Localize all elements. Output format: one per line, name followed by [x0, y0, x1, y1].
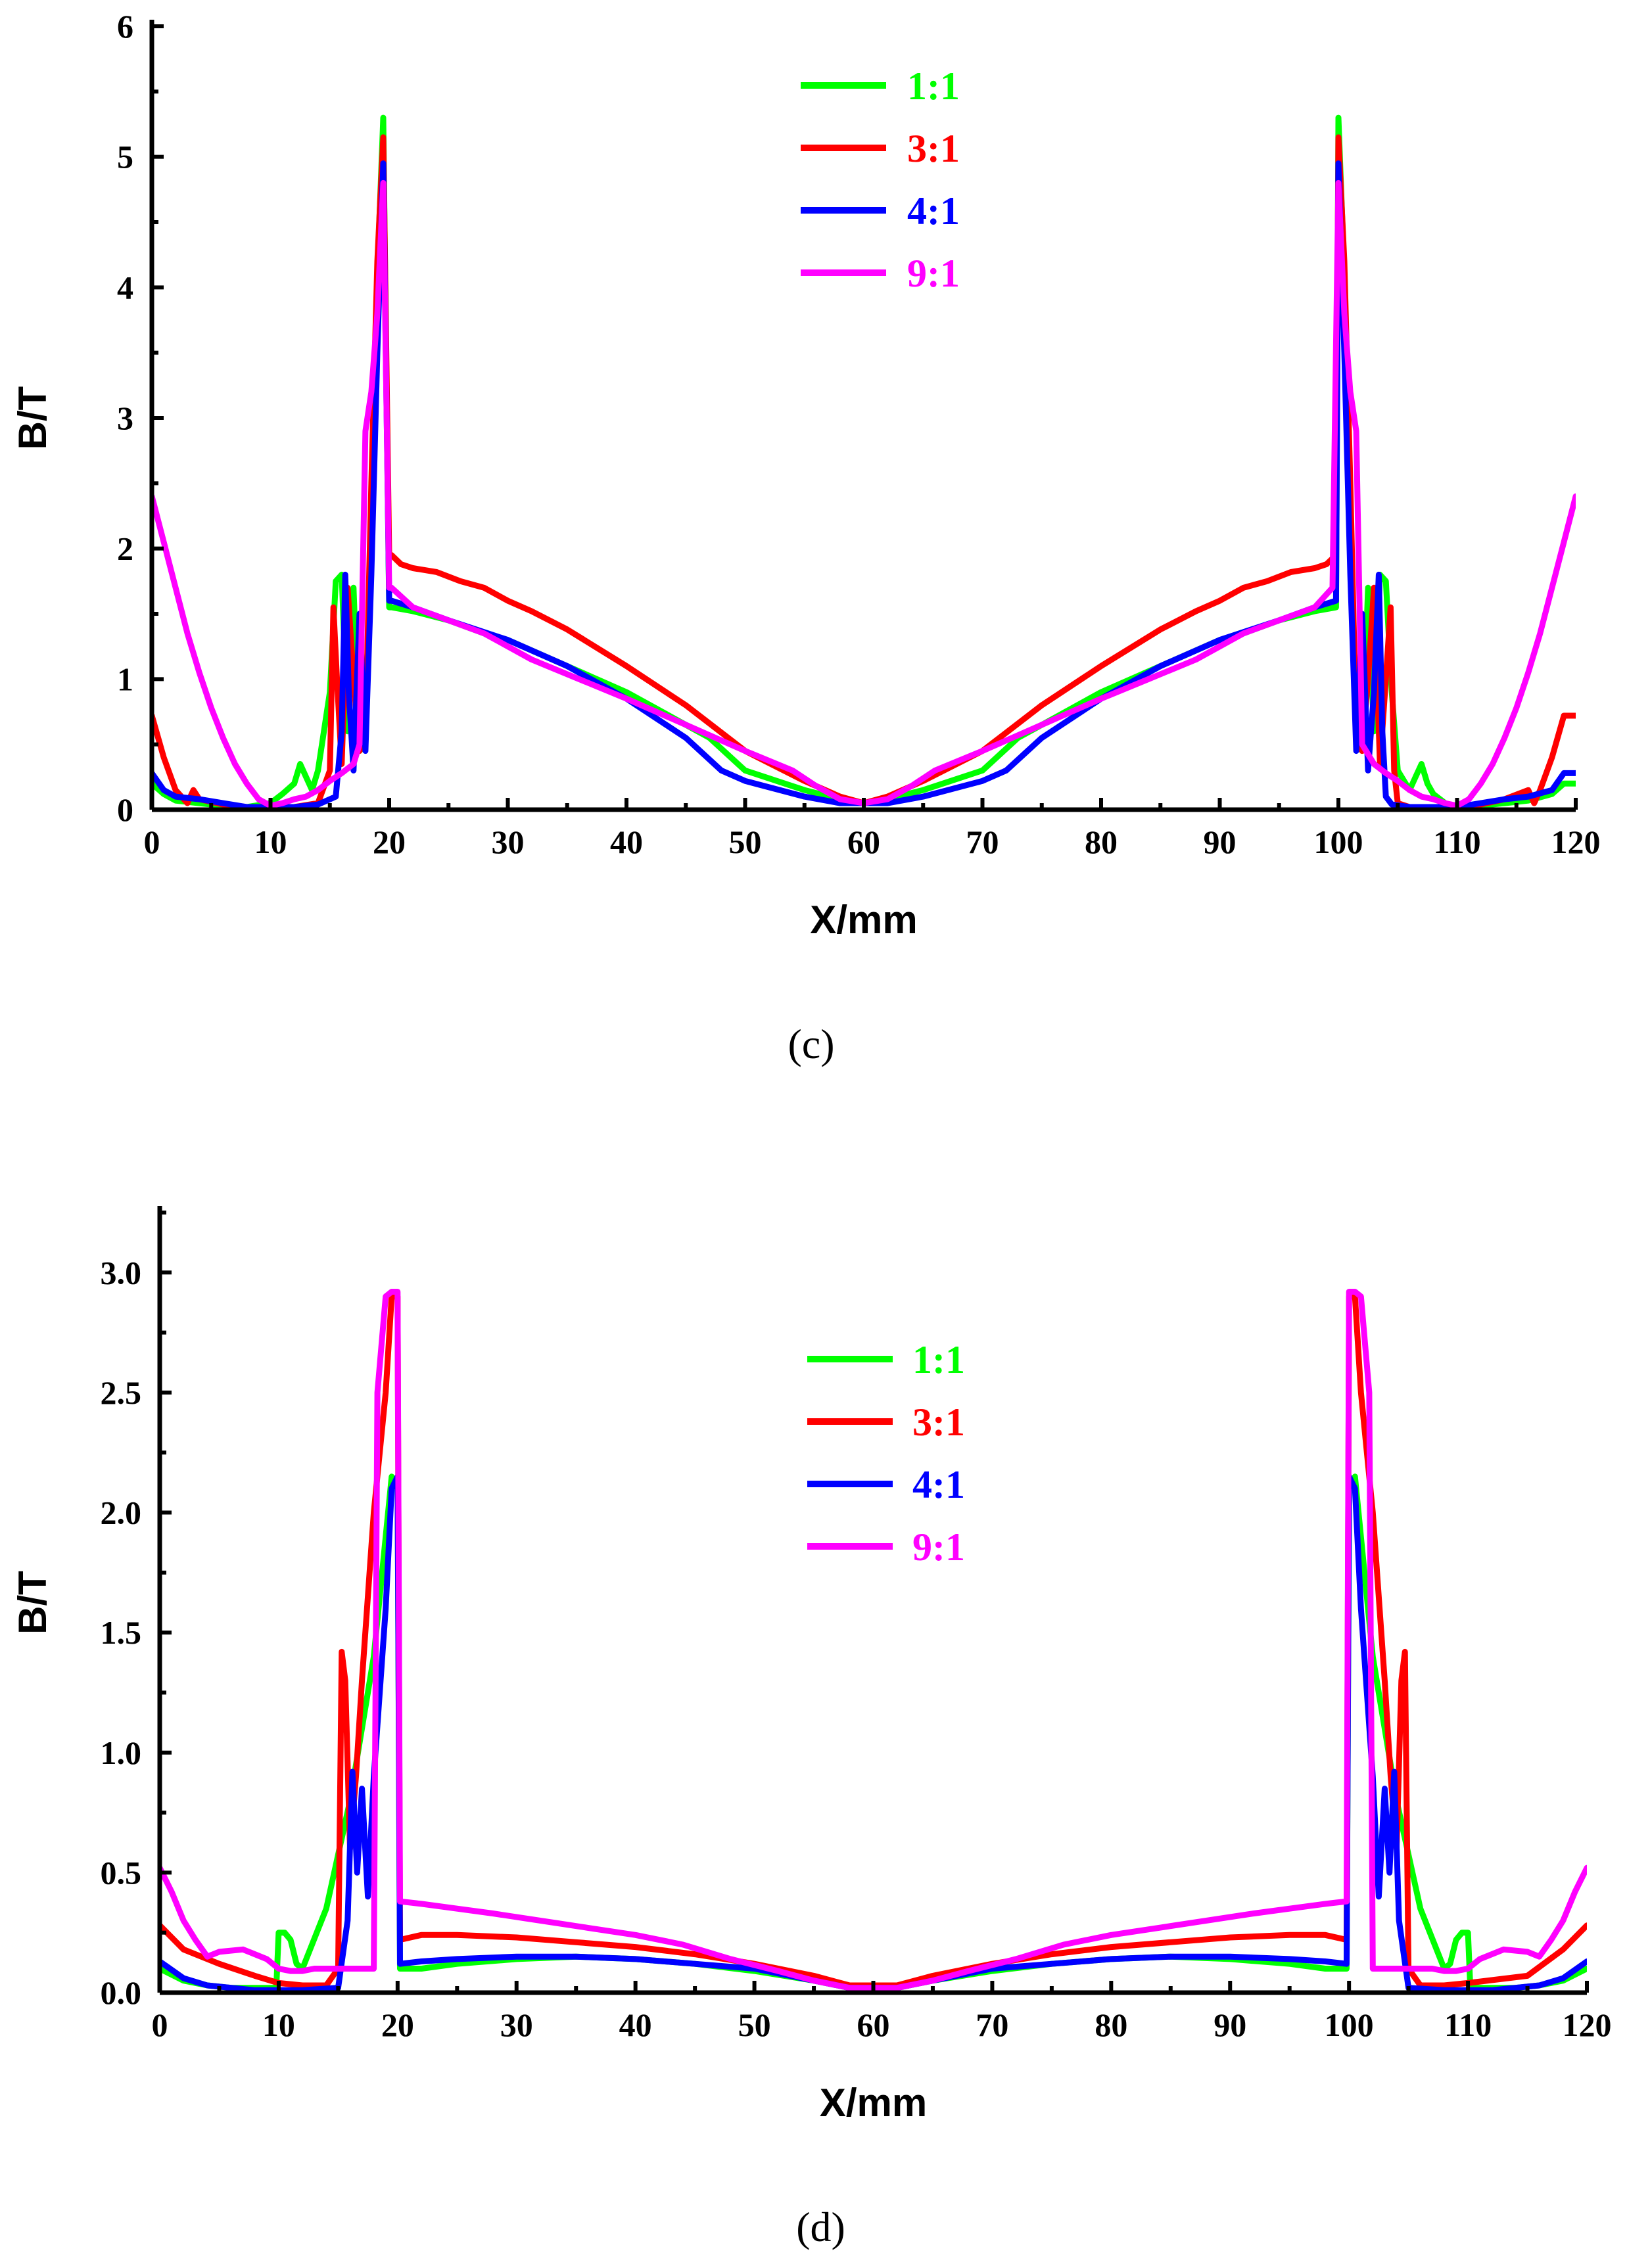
legend-label: 4:1	[912, 1463, 965, 1506]
x-tick-label: 120	[1563, 2006, 1612, 2043]
x-tick-label: 20	[381, 2006, 414, 2043]
y-tick-label: 6	[117, 8, 133, 45]
x-tick-label: 30	[492, 823, 525, 860]
legend-label: 1:1	[907, 64, 960, 108]
y-tick-label: 2.5	[101, 1374, 142, 1411]
x-axis-title: X/mm	[810, 898, 917, 942]
x-tick-label: 70	[976, 2006, 1008, 2043]
x-tick-label: 80	[1085, 823, 1118, 860]
legend-label: 4:1	[907, 189, 960, 233]
x-axis-title: X/mm	[820, 2081, 927, 2125]
legend-label: 1:1	[912, 1338, 965, 1381]
x-tick-label: 0	[152, 2006, 168, 2043]
x-tick-label: 50	[738, 2006, 771, 2043]
figure-caption: (c)	[788, 1021, 834, 1067]
y-tick-label: 2	[117, 530, 133, 567]
x-tick-label: 10	[254, 823, 287, 860]
panel-c: 0 10 20 30 40 50 60 70 80 90 100 110 120 0 1 2 3 4 5 6 B/T X/…	[11, 8, 1601, 1067]
x-tick-label: 100	[1325, 2006, 1374, 2043]
legend: 1:1 3:1 4:1 9:1	[801, 64, 960, 295]
y-tick-label: 3	[117, 400, 133, 436]
legend-label: 3:1	[907, 127, 960, 170]
y-tick-label: 4	[117, 269, 133, 306]
y-tick-label: 0.5	[101, 1854, 142, 1891]
legend-label: 9:1	[907, 252, 960, 295]
y-tick-label: 1.0	[101, 1734, 142, 1771]
y-tick-label: 0	[117, 791, 133, 828]
y-tick-label: 0.0	[101, 1974, 142, 2011]
x-tick-label: 100	[1314, 823, 1363, 860]
legend-label: 9:1	[912, 1525, 965, 1569]
y-tick-label: 2.0	[101, 1494, 142, 1531]
x-tick-label: 20	[373, 823, 406, 860]
legend-label: 3:1	[912, 1400, 965, 1444]
series-line-9-1	[160, 1289, 1587, 1991]
x-tick-label: 120	[1551, 823, 1601, 860]
x-tick-label: 40	[619, 2006, 652, 2043]
y-tick-label: 1.5	[101, 1614, 142, 1651]
x-tick-label: 90	[1214, 2006, 1246, 2043]
y-tick-label: 5	[117, 139, 133, 175]
y-axis-title: B/T	[11, 1571, 55, 1634]
x-tick-label: 10	[262, 2006, 295, 2043]
x-tick-label: 60	[847, 823, 880, 860]
x-tick-label: 0	[144, 823, 160, 860]
y-axis-title: B/T	[11, 386, 55, 450]
x-tick-label: 60	[857, 2006, 890, 2043]
x-tick-label: 80	[1095, 2006, 1127, 2043]
x-tick-label: 90	[1204, 823, 1237, 860]
x-tick-label: 30	[500, 2006, 533, 2043]
figure-caption: (d)	[796, 2204, 845, 2250]
x-tick-label: 110	[1433, 823, 1480, 860]
x-tick-label: 70	[966, 823, 999, 860]
legend: 1:1 3:1 4:1 9:1	[807, 1338, 965, 1569]
panel-d: 0 10 20 30 40 50 60 70 80 90 100 110 120 0.0 0.5 1.0 1.5…	[11, 1206, 1612, 2250]
y-tick-label: 3.0	[101, 1254, 142, 1291]
y-tick-label: 1	[117, 660, 133, 697]
series-line-9-1	[152, 179, 1576, 809]
x-tick-label: 110	[1444, 2006, 1492, 2043]
x-tick-label: 40	[610, 823, 643, 860]
x-tick-label: 50	[729, 823, 762, 860]
